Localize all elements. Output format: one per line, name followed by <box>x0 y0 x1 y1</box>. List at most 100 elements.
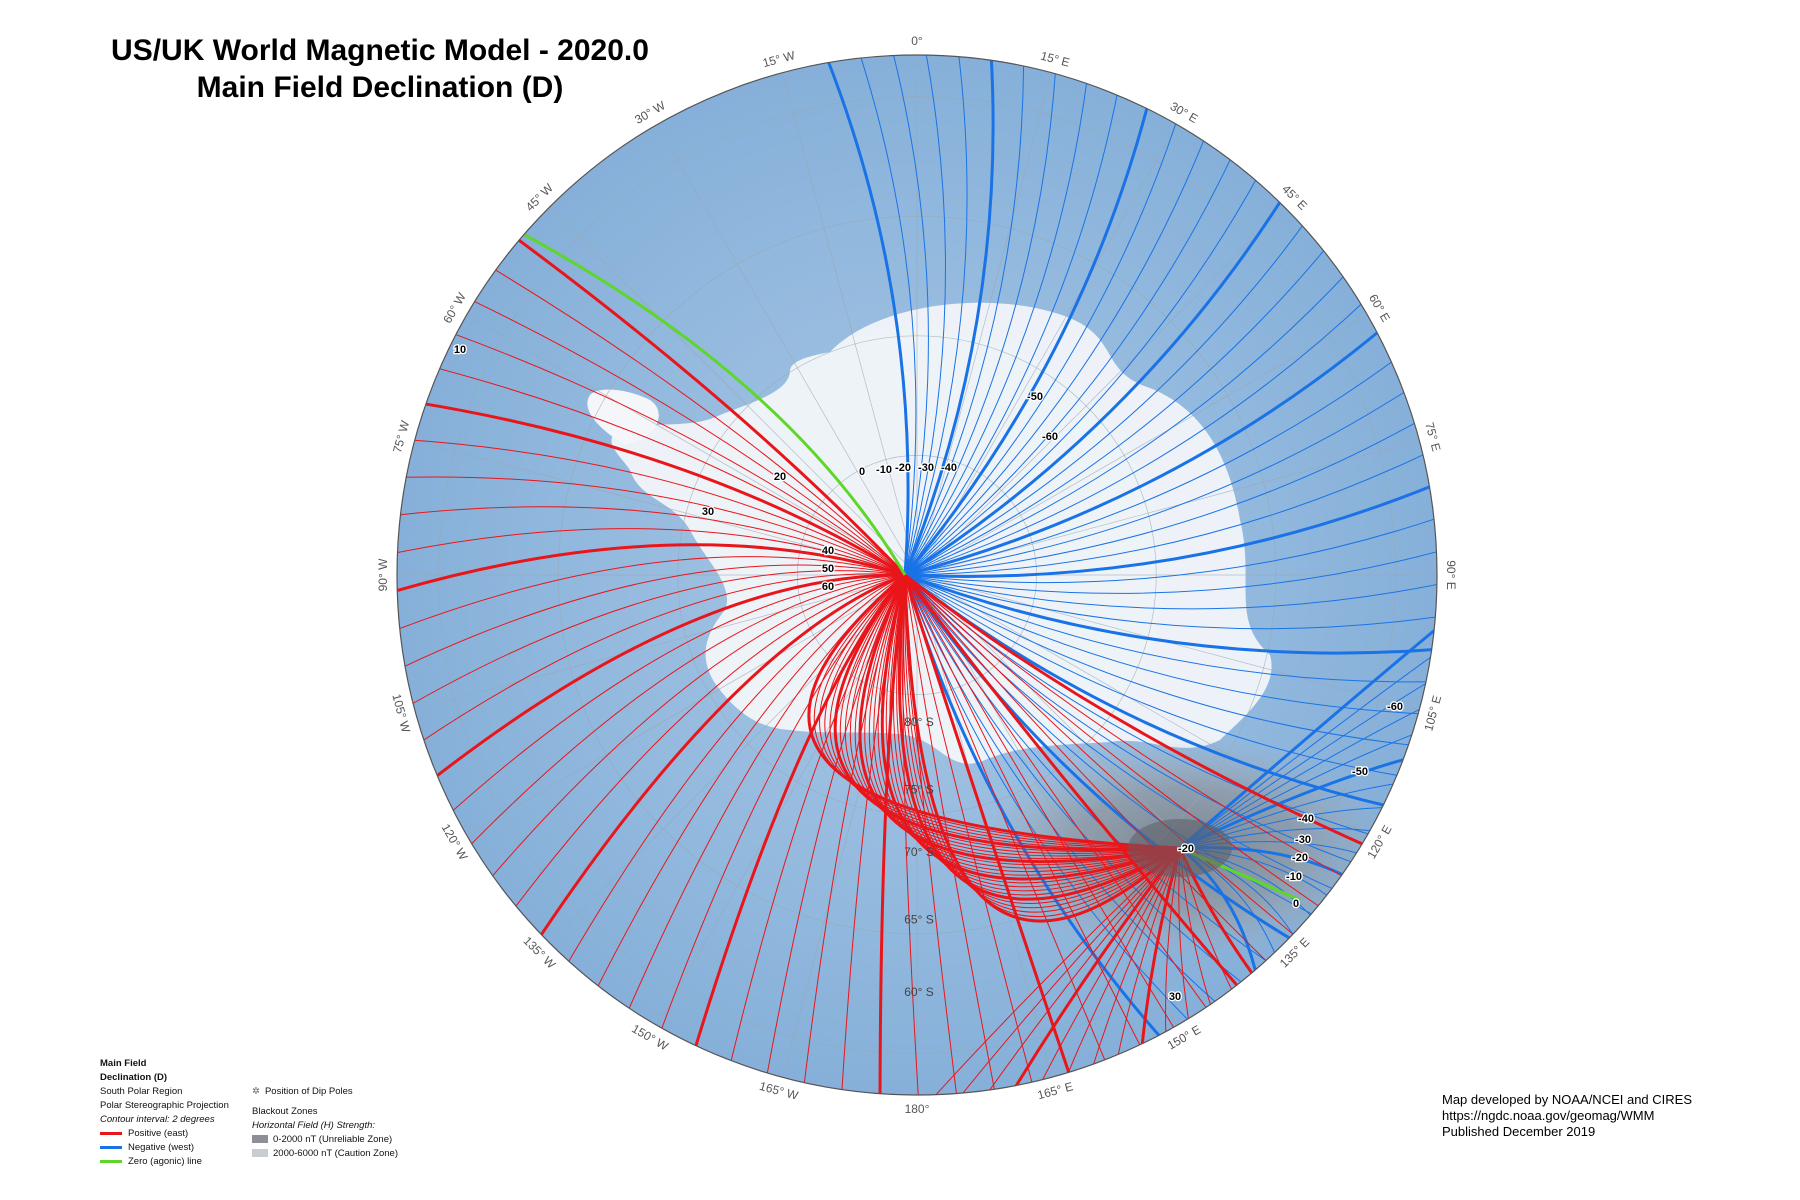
positive-contour <box>1089 847 1181 1077</box>
positive-contour <box>903 574 1181 923</box>
negative-contour <box>904 170 1262 576</box>
legend-zone2: 2000-6000 nT (Caution Zone) <box>273 1148 398 1159</box>
positive-contour <box>813 574 1181 849</box>
positive-contour <box>839 574 1181 852</box>
positive-contour <box>844 574 1181 854</box>
positive-contour <box>925 847 1181 1095</box>
negative-contour <box>904 355 1401 576</box>
negative-contour <box>1179 620 1437 850</box>
positive-contour <box>465 296 906 576</box>
zero-swatch <box>100 1159 122 1163</box>
negative-contour <box>904 386 1414 576</box>
positive-contour <box>824 574 1181 849</box>
positive-contour <box>904 574 1181 913</box>
positive-contour <box>404 439 906 576</box>
antarctic-peninsula <box>587 389 659 445</box>
negative-contour <box>904 55 968 576</box>
negative-contour <box>904 324 1387 577</box>
negative-contour <box>904 574 1437 683</box>
positive-contour <box>397 476 906 576</box>
longitude-label: 15° E <box>1039 49 1071 70</box>
legend-negative-row: Negative (west) <box>100 1141 229 1155</box>
negative-contour <box>904 192 1287 577</box>
negative-contour <box>904 574 1342 894</box>
positive-contour <box>903 574 1181 909</box>
positive-contour <box>397 528 906 576</box>
negative-contour-label: -20 <box>1178 843 1194 855</box>
positive-contour <box>858 574 1181 864</box>
legend-negative: Negative (west) <box>128 1142 194 1153</box>
positive-contour <box>485 574 906 885</box>
negative-contour-label: -50 <box>1352 766 1368 778</box>
negative-contour <box>904 72 1089 576</box>
negative-contour <box>904 449 1433 576</box>
positive-contour <box>397 556 906 633</box>
negative-contour-label: -60 <box>1042 431 1058 443</box>
longitude-label: 165° W <box>758 1079 800 1103</box>
negative-contour-label: -10 <box>1286 871 1302 883</box>
negative-contour <box>904 296 1370 576</box>
positive-swatch <box>100 1131 122 1135</box>
meridian-line <box>916 124 1178 576</box>
positive-contour <box>904 573 1373 850</box>
positive-contour <box>444 574 906 818</box>
positive-contour <box>807 573 1181 850</box>
zone2-swatch <box>252 1149 268 1158</box>
meridian-line <box>916 207 1285 576</box>
positive-contour <box>415 400 906 577</box>
longitude-label: 15° W <box>761 48 797 70</box>
negative-contour-label: -30 <box>1295 834 1311 846</box>
positive-contour <box>397 564 906 672</box>
negative-contour <box>904 55 1025 576</box>
negative-contour <box>904 150 1236 576</box>
latitude-label: 75° S <box>904 782 933 796</box>
negative-contour-label: -60 <box>1387 701 1403 713</box>
negative-contour-label: -10 <box>876 464 892 476</box>
positive-contour <box>901 574 1181 904</box>
positive-contour <box>889 574 1181 888</box>
credits-line-3: Published December 2019 <box>1442 1124 1596 1139</box>
longitude-label: 90° W <box>376 558 390 591</box>
zone1-swatch <box>252 1135 268 1144</box>
legend-blackout: ✲ Position of Dip Poles Blackout Zones Ho… <box>252 1085 398 1161</box>
map-title: US/UK World Magnetic Model - 2020.0 Main… <box>40 32 720 106</box>
positive-contour <box>509 574 906 915</box>
positive-contour <box>486 264 906 576</box>
negative-contour <box>904 217 1310 576</box>
negative-contour <box>903 55 995 576</box>
positive-contour <box>904 574 1302 942</box>
positive-contour <box>898 574 1181 901</box>
negative-contour <box>904 574 1437 630</box>
legend-positive: Positive (east) <box>128 1128 189 1139</box>
map-border <box>396 54 1438 1096</box>
meridian-line <box>782 72 918 576</box>
negative-contour <box>904 55 946 576</box>
legend-zero-row: Zero (agonic) line <box>100 1155 229 1169</box>
positive-contour <box>904 574 1110 1070</box>
positive-contour <box>904 574 1145 1055</box>
positive-contour <box>445 330 906 576</box>
positive-contour <box>403 570 906 710</box>
negative-contour <box>904 113 1180 576</box>
positive-contour <box>592 574 906 996</box>
dip-pole-row: ✲ Position of Dip Poles <box>252 1085 398 1099</box>
positive-contour <box>427 573 906 784</box>
credits-line-1: Map developed by NOAA/NCEI and CIRES <box>1442 1092 1693 1107</box>
positive-contour <box>849 574 1181 857</box>
positive-contour <box>903 574 1074 1083</box>
negative-contour <box>904 574 1250 989</box>
zone2-row: 2000-6000 nT (Caution Zone) <box>252 1147 398 1161</box>
legend-zero: Zero (agonic) line <box>128 1156 202 1167</box>
latitude-label: 60° S <box>904 985 933 999</box>
legend-region: South Polar Region <box>100 1086 183 1097</box>
negative-contour-label: -40 <box>941 462 957 474</box>
positive-contour-label: 30 <box>702 506 714 518</box>
positive-contour <box>534 573 906 945</box>
positive-contour <box>903 574 1245 994</box>
positive-contour <box>981 847 1181 1095</box>
zone1-row: 0-2000 nT (Unreliable Zone) <box>252 1133 398 1147</box>
positive-contour <box>904 574 1035 1093</box>
meridian-line <box>916 314 1368 576</box>
